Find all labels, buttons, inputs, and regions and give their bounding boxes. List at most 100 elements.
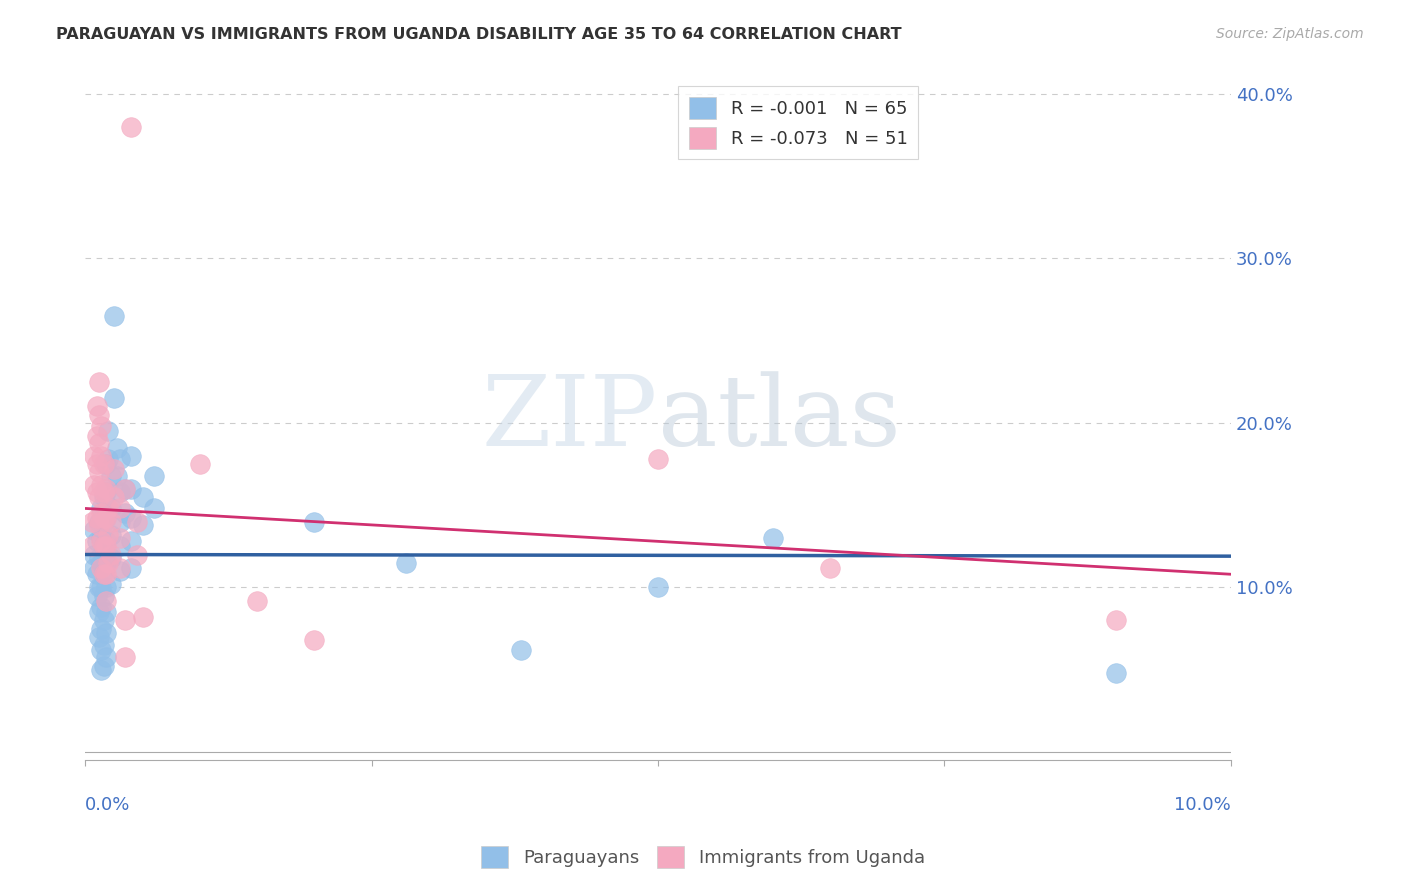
Point [86,429,108,443]
Point [94,539,117,553]
Point [1105,613,1128,627]
Point [93,539,115,553]
Point [83,548,105,562]
Point [105,441,128,455]
Point [94,581,117,595]
Point [97,556,120,570]
Point [86,589,108,603]
Point [114,613,136,627]
Point [94,457,117,471]
Text: ZIP: ZIP [482,371,658,467]
Legend: R = -0.001   N = 65, R = -0.073   N = 51: R = -0.001 N = 65, R = -0.073 N = 51 [678,87,918,160]
Point [87,515,110,529]
Point [100,468,122,483]
Point [103,391,125,405]
Point [125,548,148,562]
Point [87,490,110,504]
Text: 10.0%: 10.0% [1174,797,1230,814]
Point [131,490,153,504]
Point [762,531,785,545]
Point [87,408,110,422]
Point [94,511,117,525]
Point [90,622,112,636]
Point [131,610,153,624]
Point [93,485,115,500]
Point [108,531,131,545]
Point [86,457,108,471]
Point [83,449,105,463]
Text: 0.0%: 0.0% [86,797,131,814]
Legend: Paraguayans, Immigrants from Uganda: Paraguayans, Immigrants from Uganda [471,835,935,879]
Point [93,515,115,529]
Point [108,501,131,516]
Point [509,643,531,657]
Point [120,511,142,525]
Point [246,593,269,607]
Point [93,589,115,603]
Point [90,534,112,549]
Point [94,605,117,619]
Point [94,626,117,640]
Point [108,515,131,529]
Point [94,567,117,582]
Point [114,482,136,496]
Text: Source: ZipAtlas.com: Source: ZipAtlas.com [1216,27,1364,41]
Point [114,482,136,496]
Point [87,435,110,450]
Point [90,501,112,516]
Point [90,419,112,434]
Point [108,452,131,467]
Point [90,556,112,570]
Point [82,515,104,529]
Point [94,556,117,570]
Point [143,468,166,483]
Point [125,515,148,529]
Point [90,449,112,463]
Point [114,649,136,664]
Point [94,593,117,607]
Point [86,511,108,525]
Point [93,564,115,578]
Point [94,511,117,525]
Point [87,581,110,595]
Point [103,490,125,504]
Point [108,539,131,553]
Point [83,560,105,574]
Point [87,605,110,619]
Point [93,511,115,525]
Point [108,564,131,578]
Point [103,309,125,323]
Point [87,465,110,479]
Point [87,550,110,565]
Point [188,457,211,471]
Point [90,643,112,657]
Point [100,528,122,542]
Point [100,501,122,516]
Point [97,501,120,516]
Point [86,400,108,414]
Point [94,482,117,496]
Point [82,539,104,553]
Point [120,534,142,549]
Point [818,560,841,574]
Point [1105,665,1128,680]
Point [93,457,115,471]
Point [86,567,108,582]
Point [120,482,142,496]
Point [93,613,115,627]
Point [93,638,115,652]
Point [304,633,326,648]
Point [304,515,326,529]
Point [90,581,112,595]
Point [90,663,112,677]
Point [93,659,115,673]
Point [103,462,125,476]
Point [100,577,122,591]
Point [97,424,120,438]
Point [114,507,136,521]
Point [87,630,110,644]
Point [83,523,105,537]
Point [647,452,669,467]
Point [131,517,153,532]
Point [87,375,110,389]
